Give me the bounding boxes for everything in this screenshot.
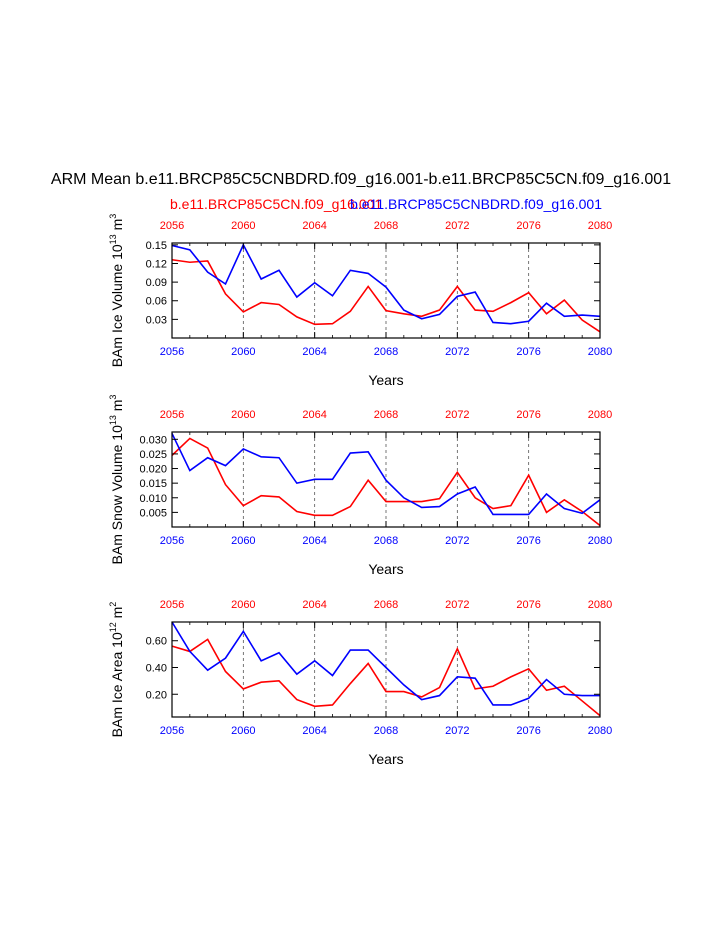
x-tick-label-top: 2068: [374, 599, 398, 611]
legend-label-blue-run: b.e11.BRCP85C5CNBDRD.f09_g16.001: [350, 196, 602, 212]
y-axis-title: BAm Ice Area 1012 m2: [108, 602, 125, 738]
y-tick-label: 0.010: [139, 493, 167, 505]
y-axis-title: BAm Ice Volume 1013 m3: [108, 214, 125, 368]
x-tick-label-top: 2064: [302, 599, 326, 611]
y-axis-title-superscript: 3: [108, 395, 118, 400]
x-tick-label-bottom: 2080: [588, 346, 612, 358]
y-tick-label: 0.015: [139, 478, 167, 490]
y-tick-label: 0.20: [146, 689, 167, 701]
x-tick-label-bottom: 2060: [231, 535, 255, 547]
x-tick-label-top: 2080: [588, 599, 612, 611]
x-tick-label-bottom: 2080: [588, 725, 612, 737]
panel-3: 2056 2056 2060 2060 2064 2064 2068 2068 2072 2072…: [108, 599, 612, 767]
x-tick-label-bottom: 2056: [160, 535, 184, 547]
legend-label-red-run: b.e11.BRCP85C5CN.f09_g16.001: [170, 196, 382, 212]
series-line-blue: [171, 433, 601, 516]
x-tick-label-bottom: 2076: [516, 535, 540, 547]
y-axis-title-part: BAm Snow Volume 10: [109, 425, 125, 565]
y-axis-title-part: BAm Ice Area 10: [109, 632, 125, 737]
series-line-red: [171, 437, 601, 527]
x-tick-label-bottom: 2056: [160, 346, 184, 358]
x-tick-label-bottom: 2060: [231, 346, 255, 358]
y-tick-label: 0.030: [139, 434, 167, 446]
x-tick-label-bottom: 2072: [445, 535, 469, 547]
x-tick-label-top: 2072: [445, 409, 469, 421]
y-tick-label: 0.06: [146, 296, 167, 308]
y-axis-title: BAm Snow Volume 1013 m3: [108, 395, 125, 565]
x-tick-label-top: 2076: [516, 599, 540, 611]
y-tick-label: 0.09: [146, 277, 167, 289]
x-tick-label-top: 2056: [160, 599, 184, 611]
x-axis-title: Years: [368, 561, 403, 577]
x-tick-label-bottom: 2068: [374, 725, 398, 737]
x-axis-title: Years: [368, 372, 403, 388]
y-axis-title-part: m: [109, 219, 125, 235]
x-tick-label-bottom: 2064: [302, 346, 326, 358]
y-axis-title-superscript: 2: [108, 602, 118, 607]
y-tick-label: 0.15: [146, 240, 167, 252]
series-line-red: [171, 258, 601, 333]
x-tick-label-top: 2072: [445, 220, 469, 232]
x-tick-label-bottom: 2072: [445, 346, 469, 358]
x-tick-label-top: 2060: [231, 220, 255, 232]
y-axis-title-part: m: [109, 400, 125, 416]
y-tick-label: 0.005: [139, 507, 167, 519]
x-tick-label-top: 2064: [302, 220, 326, 232]
x-tick-label-top: 2060: [231, 409, 255, 421]
series-line-red: [171, 638, 601, 717]
y-axis-title-part: m: [109, 607, 125, 623]
y-axis-title-superscript: 13: [108, 234, 118, 244]
x-tick-label-bottom: 2076: [516, 725, 540, 737]
y-tick-label: 0.025: [139, 449, 167, 461]
y-axis-title-superscript: 13: [108, 415, 118, 425]
y-tick-label: 0.03: [146, 314, 167, 326]
x-tick-label-top: 2068: [374, 409, 398, 421]
x-tick-label-top: 2076: [516, 409, 540, 421]
x-tick-label-bottom: 2080: [588, 535, 612, 547]
y-tick-label: 0.60: [146, 636, 167, 648]
x-tick-label-bottom: 2060: [231, 725, 255, 737]
y-tick-label: 0.12: [146, 258, 167, 270]
x-tick-label-top: 2080: [588, 220, 612, 232]
x-tick-label-bottom: 2072: [445, 725, 469, 737]
x-tick-label-top: 2076: [516, 220, 540, 232]
panels-group: 2056 2056 2060 2060 2064 2064 2068 2068 2072 2072…: [108, 214, 612, 767]
x-tick-label-top: 2080: [588, 409, 612, 421]
x-tick-label-top: 2068: [374, 220, 398, 232]
x-tick-label-top: 2056: [160, 220, 184, 232]
x-tick-label-top: 2064: [302, 409, 326, 421]
x-tick-label-top: 2060: [231, 599, 255, 611]
x-tick-label-bottom: 2064: [302, 725, 326, 737]
x-tick-label-top: 2072: [445, 599, 469, 611]
y-axis-title-superscript: 3: [108, 214, 118, 219]
x-tick-label-top: 2056: [160, 409, 184, 421]
x-tick-label-bottom: 2056: [160, 725, 184, 737]
panel-2: 2056 2056 2060 2060 2064 2064 2068 2068 2072 2072…: [108, 395, 612, 577]
x-axis-title: Years: [368, 751, 403, 767]
y-tick-label: 0.40: [146, 662, 167, 674]
x-tick-label-bottom: 2064: [302, 535, 326, 547]
y-axis-title-part: BAm Ice Volume 10: [109, 244, 125, 367]
x-tick-label-bottom: 2068: [374, 346, 398, 358]
y-axis-title-superscript: 12: [108, 622, 118, 632]
y-tick-label: 0.020: [139, 464, 167, 476]
panel-1: 2056 2056 2060 2060 2064 2064 2068 2068 2072 2072…: [108, 214, 612, 388]
series-line-blue: [171, 621, 600, 706]
x-tick-label-bottom: 2068: [374, 535, 398, 547]
x-tick-label-bottom: 2076: [516, 346, 540, 358]
chart-title: ARM Mean b.e11.BRCP85C5CNBDRD.f09_g16.00…: [51, 171, 671, 188]
